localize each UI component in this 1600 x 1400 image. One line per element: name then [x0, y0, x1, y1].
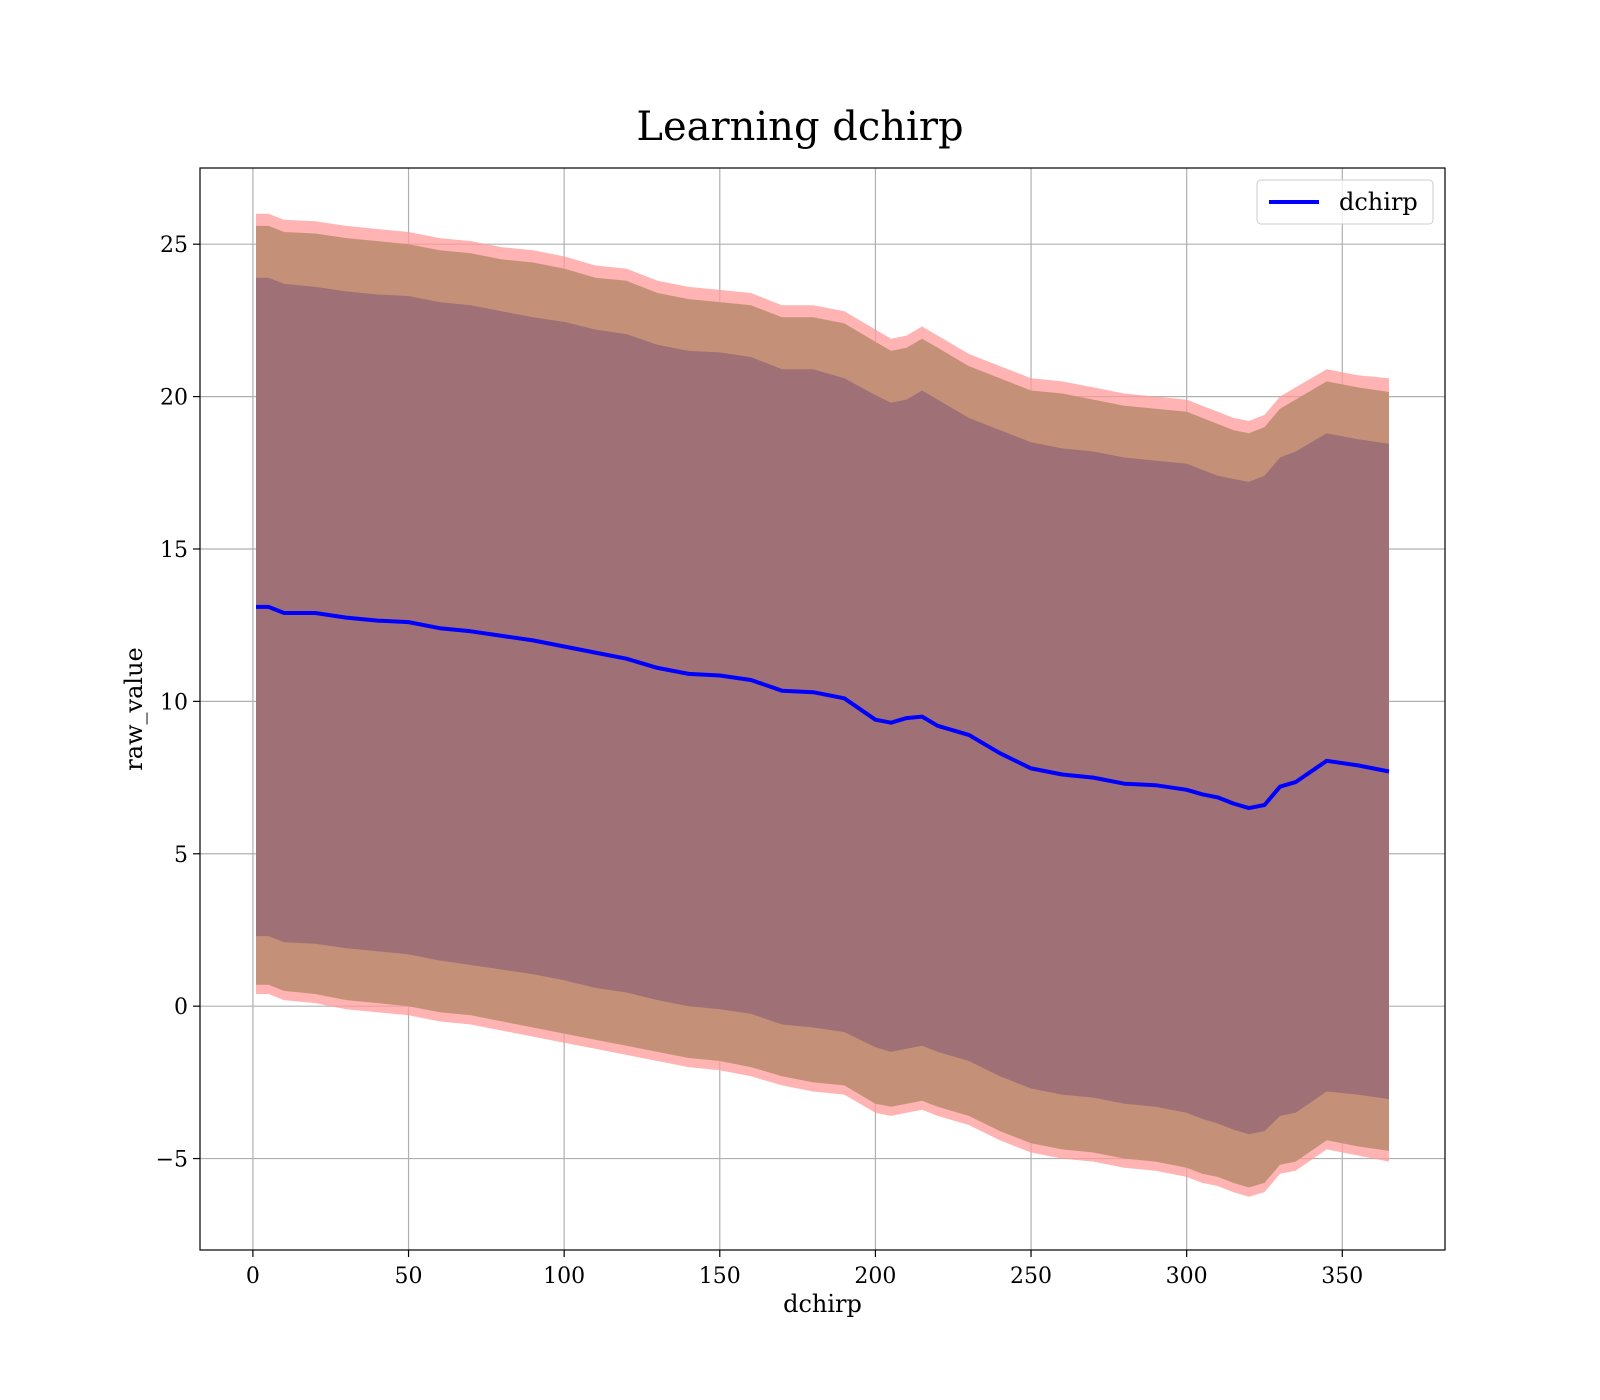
- y-tick-label: 10: [160, 690, 188, 715]
- x-tick-label: 300: [1166, 1264, 1208, 1289]
- x-tick-label: 100: [543, 1264, 585, 1289]
- x-tick-label: 0: [246, 1264, 260, 1289]
- x-axis-ticks: 0 50 100 150 200 250 300 350: [246, 1250, 1363, 1289]
- plot-area: 0 50 100 150 200 250 300 350 −5 0 5 10 15 20 25: [156, 167, 1446, 1289]
- legend: dchirp: [1256, 179, 1434, 225]
- series-lines: [256, 604, 1390, 811]
- x-tick-label: 150: [699, 1264, 741, 1289]
- y-tick-label: −5: [156, 1148, 188, 1173]
- dchirp-series-line: [256, 604, 1390, 811]
- y-axis-ticks: −5 0 5 10 15 20 25: [156, 233, 200, 1173]
- plot-frame: [199, 167, 1446, 1251]
- y-tick-label: 25: [160, 233, 188, 258]
- confidence-bands: [256, 213, 1389, 1197]
- y-tick-label: 20: [160, 386, 188, 411]
- x-tick-label: 50: [395, 1264, 423, 1289]
- chart-title: Learning dchirp: [636, 104, 963, 150]
- x-tick-label: 250: [1010, 1264, 1052, 1289]
- x-tick-label: 350: [1321, 1264, 1363, 1289]
- x-axis-label: dchirp: [783, 1290, 862, 1318]
- y-axis-label: raw_value: [120, 647, 148, 771]
- x-tick-label: 200: [854, 1264, 896, 1289]
- y-tick-label: 15: [160, 538, 188, 563]
- y-tick-label: 5: [174, 843, 188, 868]
- y-tick-label: 0: [174, 995, 188, 1020]
- legend-box: [1256, 179, 1434, 225]
- legend-label: dchirp: [1339, 188, 1418, 216]
- band-inner-area: [256, 277, 1389, 1135]
